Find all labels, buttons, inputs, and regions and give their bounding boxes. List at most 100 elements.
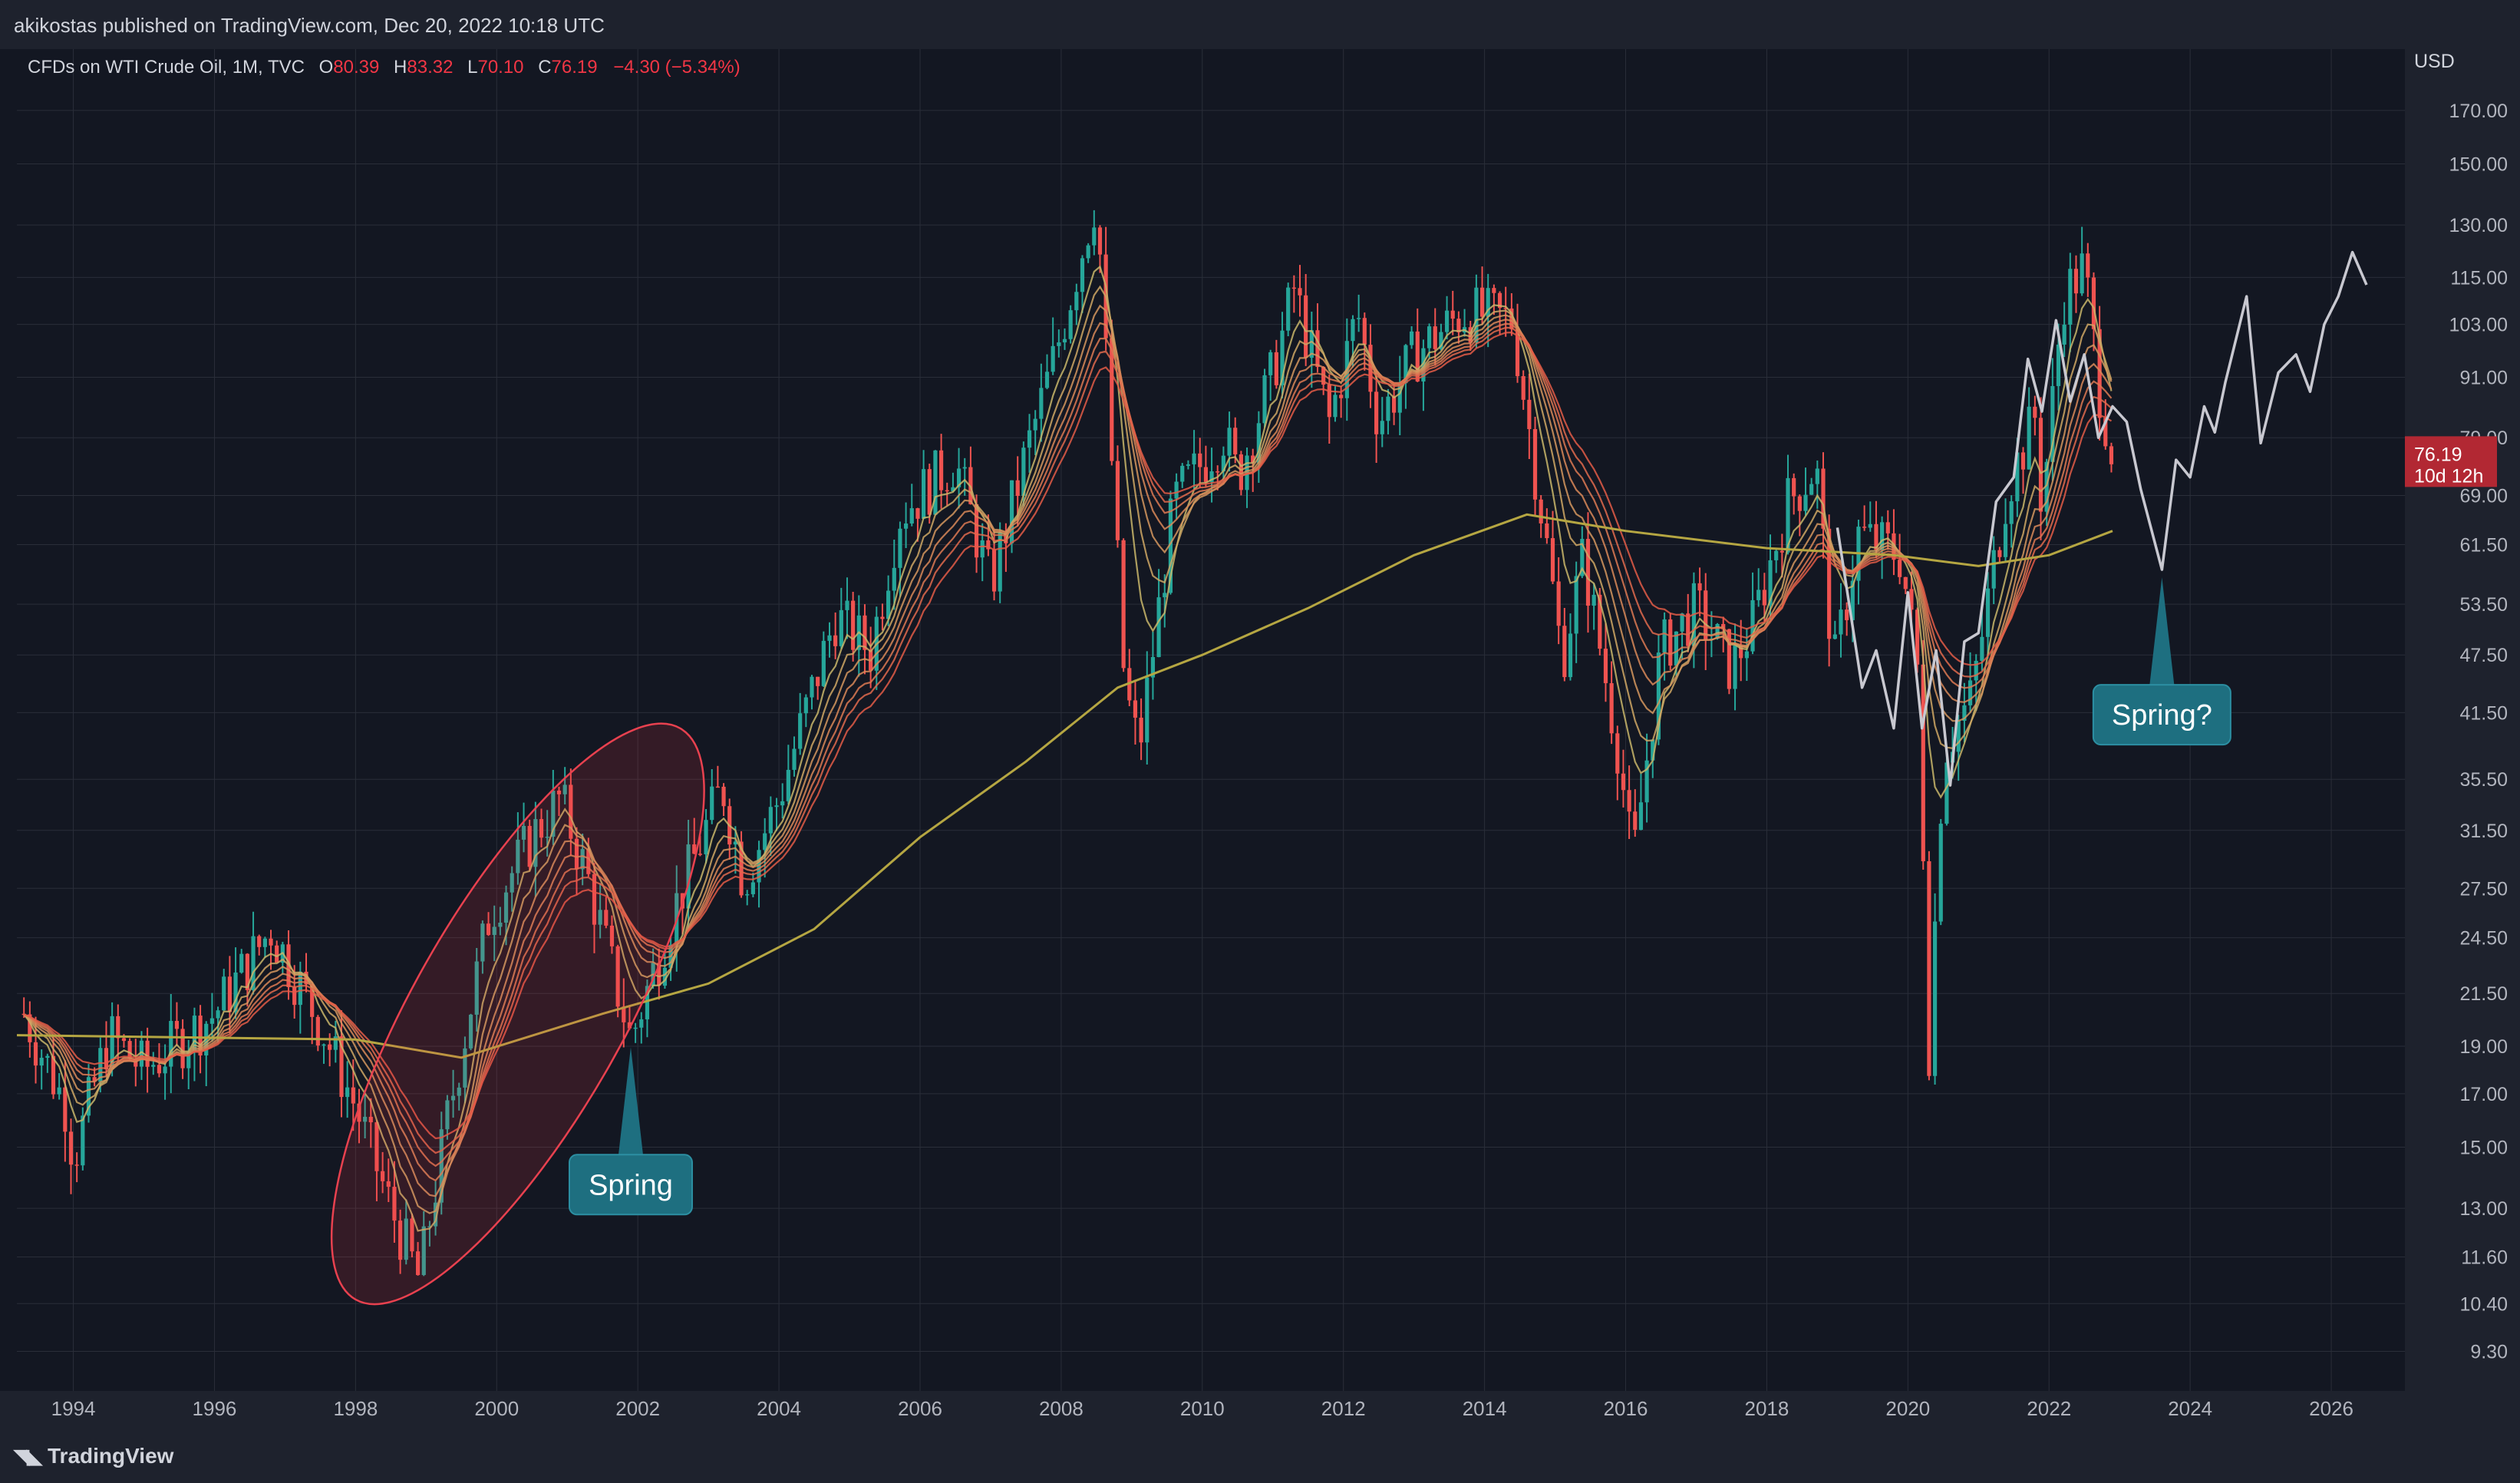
candle-body [1139,717,1143,743]
candle-body [233,972,238,1012]
candle-body [1286,287,1291,331]
callout-label: Spring? [2112,699,2212,732]
candle-body [569,784,573,839]
tradingview-icon: ◥◣ [14,1444,42,1468]
candle-body [604,910,609,926]
candle-body [721,786,726,807]
candle-body [1009,480,1014,543]
candle-body [262,938,267,947]
candle-body [1027,430,1032,448]
candle-body [938,450,944,490]
candle-body [2044,461,2049,512]
candle-body [1221,455,1225,472]
currency-label: USD [2414,51,2455,72]
y-tick-label: 11.60 [2461,1247,2508,1269]
candle-body [198,1016,203,1055]
candle-body [310,984,315,1017]
candle-body [1033,418,1037,431]
candle-body [151,1065,156,1067]
candle-body [1203,467,1209,482]
candle-body [633,1027,638,1029]
candle-body [733,841,737,845]
candle-body [1004,532,1008,543]
candle-body [21,1013,26,1016]
candle-body [533,819,538,867]
last-price-tag [2405,436,2497,487]
candle-body [598,910,602,925]
candle-body [2027,406,2031,470]
candle-body [909,508,914,524]
y-tick-label: 61.50 [2459,535,2508,557]
candle-body [980,540,985,558]
candle-body [503,892,509,923]
candle-body [245,953,249,990]
x-tick-label: 2008 [1039,1397,1084,1420]
candle-body [486,923,491,935]
candle-body [986,540,991,550]
low-label: L [467,57,478,78]
candle-body [1545,523,1549,539]
candle-body [1762,590,1766,606]
bar-countdown: 10d 12h [2414,465,2483,487]
y-tick-label: 35.50 [2459,769,2508,791]
candle-body [2109,446,2114,464]
candle-body [1068,310,1073,339]
candle-body [57,1087,61,1095]
candle-body [692,844,697,854]
candle-body [345,1087,350,1098]
candle-body [1633,811,1638,831]
y-tick-label: 13.00 [2459,1198,2508,1220]
candle-body [275,945,279,963]
tradingview-logo[interactable]: ◥◣ TradingView [14,1444,173,1468]
candle-body [1086,245,1090,259]
ema-ribbon-line [23,265,2113,1232]
candle-body [574,838,579,870]
candle-body [639,1019,644,1028]
candle-body [81,1115,85,1166]
candle-body [498,922,503,927]
candle-body [2015,452,2020,502]
candle-body [1591,594,1596,606]
chart-area[interactable]: 170.00150.00130.00115.00103.0091.0079.00… [0,49,2520,1430]
x-tick-label: 2002 [615,1397,660,1420]
y-tick-label: 9.30 [2470,1341,2508,1362]
candle-body [374,1122,379,1171]
candle-body [698,854,703,855]
candle-body [2050,385,2055,462]
candle-body [121,1038,127,1042]
candle-body [415,1251,421,1276]
candle-body [163,1066,167,1074]
candle-body [1909,589,1914,610]
highlight-ellipse[interactable] [264,676,771,1351]
x-tick-label: 2024 [2168,1397,2212,1420]
candle-body [545,837,549,838]
candle-body [774,805,779,808]
callout-box[interactable] [2092,684,2231,746]
candle-body [921,469,926,519]
x-tick-label: 2022 [2027,1397,2071,1420]
candle-body [1756,590,1761,600]
candle-body [962,467,967,469]
candle-body [1403,345,1408,384]
candle-body [750,882,755,894]
candle-body [803,697,808,714]
ema-ribbon-line [23,322,2113,1168]
candle-body [1327,385,1331,418]
candle-body [468,1014,473,1049]
candle-body [1115,461,1120,540]
candle-body [1997,550,2002,557]
candle-body [704,820,708,854]
candle-body [398,1220,403,1260]
candle-body [880,616,885,619]
candle-body [1603,649,1608,684]
y-tick-label: 170.00 [2449,101,2508,122]
callout-box[interactable] [568,1154,693,1216]
candle-body [216,1010,220,1019]
price-axis [2405,49,2520,1430]
candle-body [562,784,567,794]
candle-body [410,1218,414,1252]
candle-body [1827,528,1832,639]
candle-body [1803,494,1808,511]
candle-body [1680,613,1684,632]
candle-body [322,1044,326,1046]
